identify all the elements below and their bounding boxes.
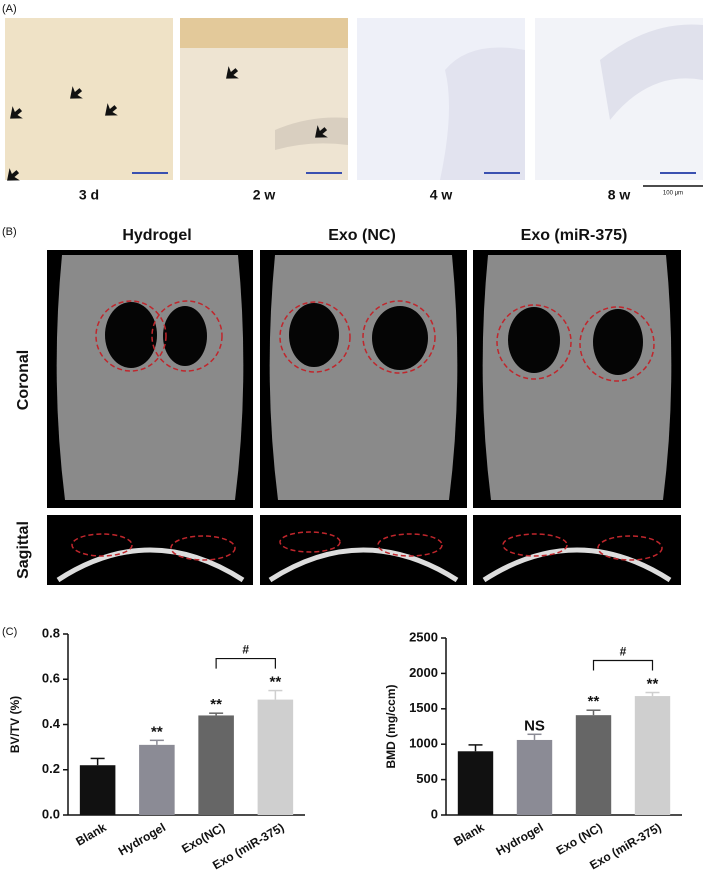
- significance-label: **: [588, 693, 600, 710]
- comparison-label: #: [620, 645, 627, 659]
- group-header: Exo (miR-375): [521, 227, 628, 244]
- view-label: Coronal: [15, 350, 32, 410]
- y-tick-label: 0.6: [42, 671, 60, 686]
- panel-label: (C): [2, 626, 17, 638]
- x-tick-label: Blank: [451, 820, 487, 849]
- y-tick-label: 0.2: [42, 761, 60, 776]
- y-tick-label: 0: [431, 806, 438, 821]
- bar: [575, 715, 612, 815]
- significance-label: NS: [524, 717, 545, 734]
- group-header: Exo (NC): [328, 227, 396, 244]
- x-tick-label: Exo (NC): [554, 820, 605, 857]
- bar: [79, 765, 116, 815]
- y-tick-label: 0.8: [42, 625, 60, 640]
- time-label: 8 w: [608, 187, 631, 203]
- scale-bar-label: 100 μm: [663, 191, 683, 197]
- significance-label: **: [647, 675, 659, 692]
- time-label: 3 d: [79, 187, 99, 203]
- y-tick-label: 2500: [409, 629, 438, 644]
- x-tick-label: Exo(NC): [179, 820, 227, 856]
- x-tick-label: Blank: [73, 820, 109, 849]
- bar: [257, 699, 294, 815]
- time-label: 4 w: [430, 187, 453, 203]
- y-axis-label: BMD (mg/ccm): [384, 684, 398, 768]
- bar: [516, 739, 553, 815]
- significance-label: **: [151, 723, 163, 740]
- time-label: 2 w: [253, 187, 276, 203]
- comparison-bracket: [592, 659, 654, 671]
- view-label: Sagittal: [15, 521, 32, 579]
- panel-label: (A): [2, 3, 17, 15]
- bar: [457, 751, 494, 815]
- bar: [139, 744, 175, 815]
- y-tick-label: 0.4: [42, 716, 61, 731]
- ct-images: [47, 250, 681, 585]
- histology-images: [5, 18, 703, 187]
- y-tick-label: 0.0: [42, 806, 60, 821]
- comparison-label: #: [242, 643, 249, 657]
- group-header: Hydrogel: [122, 227, 191, 244]
- y-tick-label: 500: [416, 771, 438, 786]
- y-tick-label: 2000: [409, 665, 438, 680]
- charts: BV/TV (%) 0.0 0.2 0.4 0.6 0.8 Blank ** Hydrogel *…: [8, 625, 682, 872]
- y-axis-label: BV/TV (%): [8, 696, 22, 753]
- comparison-bracket: [215, 657, 276, 669]
- significance-label: **: [270, 674, 282, 691]
- y-tick-label: 1000: [409, 736, 438, 751]
- y-tick-label: 1500: [409, 700, 438, 715]
- x-tick-label: Hydrogel: [494, 820, 546, 858]
- x-tick-label: Hydrogel: [116, 820, 168, 858]
- significance-label: **: [210, 696, 222, 713]
- panel-label: (B): [2, 226, 17, 238]
- bar: [634, 696, 671, 815]
- bar: [198, 715, 234, 815]
